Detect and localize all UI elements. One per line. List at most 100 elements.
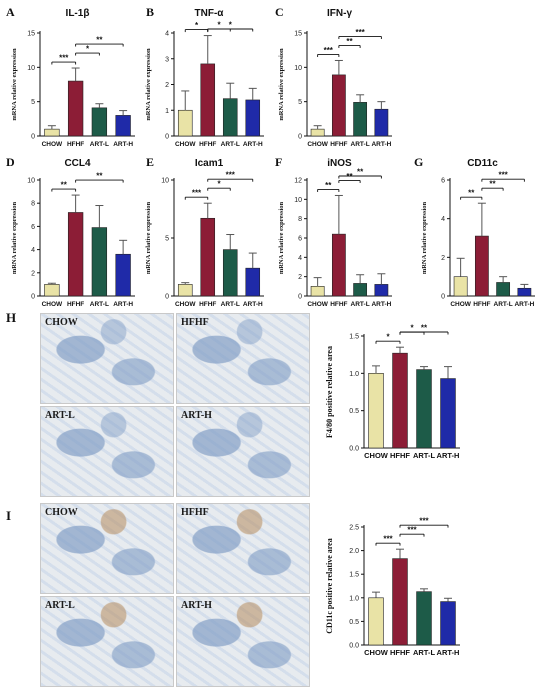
significance-label: * bbox=[386, 333, 390, 342]
significance-label: * bbox=[229, 21, 233, 30]
significance-label: * bbox=[86, 45, 90, 54]
y-tick-label: 0 bbox=[298, 294, 302, 301]
y-tick-label: 1.0 bbox=[349, 371, 359, 378]
panel-letter: C bbox=[275, 5, 284, 19]
y-tick-label: 2 bbox=[298, 274, 302, 281]
significance-label: ** bbox=[346, 37, 353, 46]
y-axis-label: mRNA relative expression bbox=[11, 201, 18, 274]
bar-chow bbox=[368, 373, 384, 449]
micrograph-chow: CHOW bbox=[40, 503, 174, 594]
x-tick-label: HFHF bbox=[67, 301, 84, 308]
y-tick-label: 3 bbox=[165, 56, 169, 63]
y-tick-label: 5 bbox=[298, 99, 302, 106]
bar-art-l bbox=[353, 283, 368, 297]
y-tick-label: 2 bbox=[165, 82, 169, 89]
bar-art-l bbox=[353, 102, 368, 137]
bar-hfhf bbox=[200, 63, 216, 137]
y-tick-label: 6 bbox=[441, 178, 445, 185]
x-tick-label: HFHF bbox=[330, 141, 347, 148]
micrograph-label: ART-H bbox=[181, 410, 212, 421]
bar-art-h bbox=[517, 287, 532, 297]
significance-label: ** bbox=[96, 172, 103, 181]
bar-hfhf bbox=[200, 217, 216, 297]
micrograph-label: ART-L bbox=[45, 410, 75, 421]
micrograph-label: CHOW bbox=[45, 507, 78, 518]
bar-hfhf bbox=[331, 74, 346, 137]
significance-label: *** bbox=[407, 526, 417, 535]
y-axis-label: mRNA relative expression bbox=[278, 201, 285, 274]
y-tick-label: 1.5 bbox=[349, 572, 359, 579]
panel-letter: A bbox=[6, 5, 15, 19]
bar-art-l bbox=[416, 591, 432, 646]
significance-label: ** bbox=[489, 180, 496, 189]
micrograph-label: HFHF bbox=[181, 317, 209, 328]
y-tick-label: 10 bbox=[161, 178, 169, 185]
chart-title: CCL4 bbox=[64, 158, 91, 169]
bar-chow bbox=[310, 128, 325, 137]
chart-d: D CCL4 mRNA relative expression 0 2 4 6 8 10 CHOW… bbox=[6, 155, 135, 308]
significance-label: ** bbox=[421, 324, 428, 333]
y-tick-label: 1.5 bbox=[349, 334, 359, 341]
y-tick-label: 6 bbox=[298, 236, 302, 243]
y-tick-label: 5 bbox=[31, 99, 35, 106]
x-tick-label: ART-H bbox=[113, 301, 133, 308]
y-axis-label: mRNA relative expression bbox=[421, 201, 428, 274]
micrograph-chow: CHOW bbox=[40, 313, 174, 404]
micrograph-label: ART-L bbox=[45, 600, 75, 611]
x-tick-label: HFHF bbox=[390, 648, 410, 657]
y-axis-label: F4/80 positive relative area bbox=[325, 346, 334, 438]
y-tick-label: 0 bbox=[298, 134, 302, 141]
y-tick-label: 1.0 bbox=[349, 595, 359, 602]
significance-label: ** bbox=[346, 172, 353, 181]
y-axis-label: mRNA relative expression bbox=[278, 48, 285, 121]
y-tick-label: 2.5 bbox=[349, 525, 359, 532]
significance-label: * bbox=[217, 180, 221, 189]
y-tick-label: 0 bbox=[165, 294, 169, 301]
bar-art-l bbox=[222, 249, 238, 297]
bar-chow bbox=[310, 286, 325, 297]
x-tick-label: ART-L bbox=[221, 301, 240, 308]
y-tick-label: 2 bbox=[441, 255, 445, 262]
bar-chow bbox=[177, 284, 193, 297]
x-tick-label: ART-H bbox=[113, 141, 133, 148]
bar-chow bbox=[368, 597, 384, 646]
bar-hfhf bbox=[67, 212, 84, 297]
x-tick-label: ART-L bbox=[494, 301, 513, 308]
bar-hfhf bbox=[474, 235, 489, 297]
bar-chow bbox=[44, 128, 60, 137]
significance-label: ** bbox=[96, 36, 103, 45]
x-tick-label: ART-L bbox=[351, 141, 370, 148]
x-tick-label: HFHF bbox=[330, 301, 347, 308]
micrograph-label: CHOW bbox=[45, 317, 78, 328]
x-tick-label: ART-H bbox=[371, 141, 391, 148]
y-tick-label: 12 bbox=[294, 178, 302, 185]
y-tick-label: 10 bbox=[294, 197, 302, 204]
bar-art-h bbox=[115, 253, 131, 297]
x-tick-label: ART-H bbox=[243, 141, 263, 148]
x-tick-label: ART-H bbox=[371, 301, 391, 308]
x-tick-label: ART-H bbox=[437, 451, 460, 460]
chart-i: CD11c positive relative area 0.0 0.5 1.0 1.5… bbox=[325, 517, 460, 657]
significance-label: *** bbox=[419, 517, 429, 526]
chart-title: TNF-α bbox=[195, 8, 225, 19]
y-tick-label: 10 bbox=[294, 65, 302, 72]
y-tick-label: 0.0 bbox=[349, 643, 359, 650]
micrograph-hfhf: HFHF bbox=[176, 503, 310, 594]
y-tick-label: 0 bbox=[31, 134, 35, 141]
chart-e: E Icam1 mRNA relative expression 0 5 10 CHOW HF… bbox=[145, 155, 264, 308]
y-tick-label: 15 bbox=[294, 31, 302, 38]
y-tick-label: 10 bbox=[27, 178, 35, 185]
significance-label: *** bbox=[59, 54, 69, 63]
micrograph-label: HFHF bbox=[181, 507, 209, 518]
x-tick-label: HFHF bbox=[199, 301, 216, 308]
panel-letter: F bbox=[275, 155, 282, 169]
bar-art-l bbox=[91, 227, 108, 297]
bar-art-h bbox=[374, 108, 389, 137]
y-tick-label: 4 bbox=[31, 247, 35, 254]
x-tick-label: ART-L bbox=[221, 141, 240, 148]
x-tick-label: ART-L bbox=[413, 648, 435, 657]
x-tick-label: HFHF bbox=[390, 451, 410, 460]
x-tick-label: CHOW bbox=[307, 141, 328, 148]
significance-label: ** bbox=[468, 189, 475, 198]
